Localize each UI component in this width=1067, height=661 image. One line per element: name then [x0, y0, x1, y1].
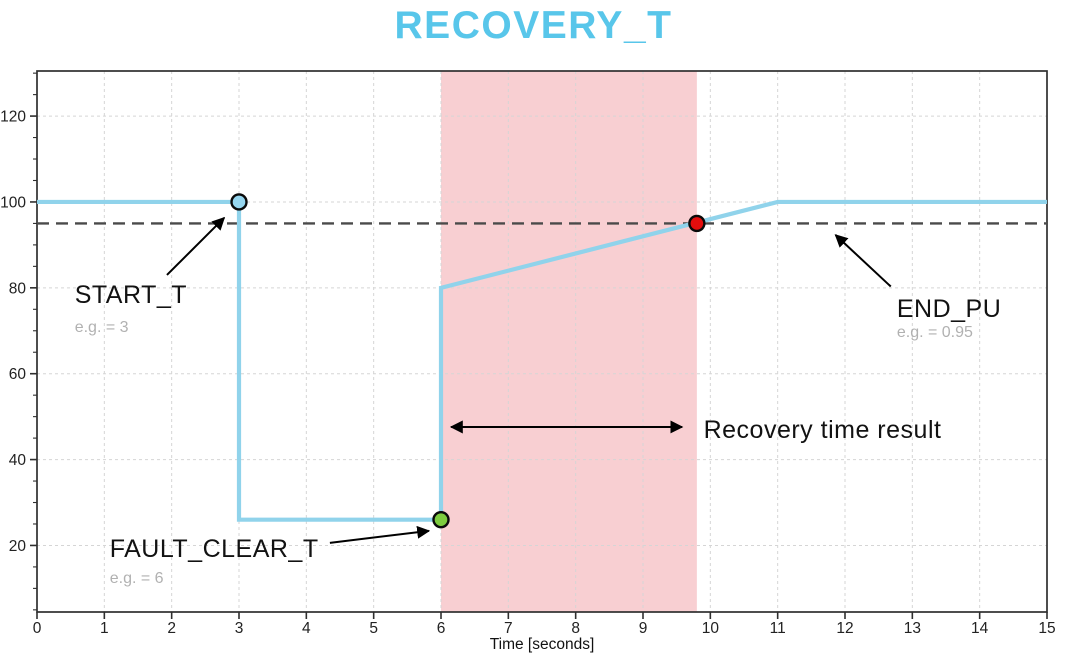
y-tick-label: 120: [0, 109, 26, 126]
end-pu-example-label: e.g. = 0.95: [897, 324, 973, 341]
recovery-time-result-label: Recovery time result: [704, 416, 942, 444]
y-tick-label: 20: [9, 538, 27, 555]
x-tick-label: 1: [100, 620, 109, 637]
fault-clear-t-arrow: [329, 525, 431, 544]
y-tick-label: 40: [9, 452, 27, 469]
x-tick-label: 4: [302, 620, 311, 637]
x-tick-label: 15: [1038, 620, 1055, 637]
x-tick-label: 2: [167, 620, 176, 637]
y-tick-label: 60: [9, 366, 27, 383]
start-t-arrow: [166, 216, 226, 276]
fault-clear-t-example-label: e.g. = 6: [110, 570, 164, 587]
end-pu-label: END_PU: [897, 295, 1001, 323]
fault-clear-t-label: FAULT_CLEAR_T: [110, 535, 319, 563]
x-tick-label: 0: [33, 620, 42, 637]
start-point-marker: [230, 193, 248, 211]
start-t-label: START_T: [75, 281, 187, 309]
x-tick-label: 5: [369, 620, 378, 637]
x-tick-label: 13: [904, 620, 921, 637]
y-tick-label: 80: [9, 280, 27, 297]
x-tick-label: 14: [971, 620, 989, 637]
x-axis-label: Time [seconds]: [490, 636, 595, 653]
y-tick-label: 100: [0, 194, 26, 211]
fault-clear-point-marker: [432, 510, 450, 529]
recovery-shaded-region: [441, 71, 697, 612]
end-pu-arrow: [834, 234, 892, 288]
x-tick-label: 12: [836, 620, 853, 637]
x-tick-label: 10: [702, 620, 720, 637]
plot-border: [36, 70, 1048, 613]
x-tick-label: 8: [571, 620, 580, 637]
chart-title: RECOVERY_T: [394, 4, 673, 47]
x-tick-label: 6: [437, 620, 446, 637]
x-tick-label: 3: [235, 620, 244, 637]
end-point-marker: [688, 214, 706, 233]
x-tick-label: 9: [639, 620, 648, 637]
x-tick-label: 11: [770, 620, 786, 637]
x-tick-label: 7: [504, 620, 513, 637]
start-t-example-label: e.g. = 3: [75, 319, 129, 336]
